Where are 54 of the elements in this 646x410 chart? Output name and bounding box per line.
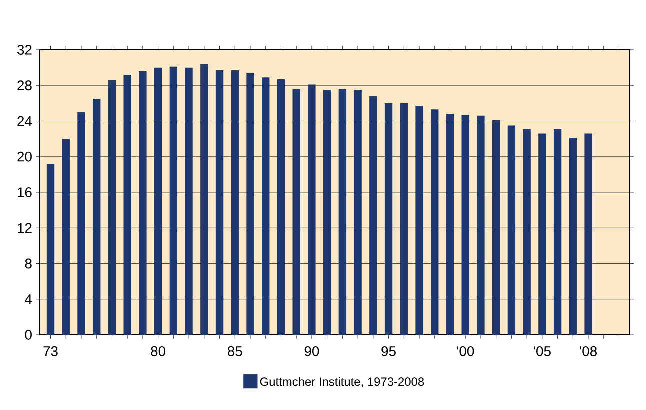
bar (170, 66, 178, 335)
bar (292, 89, 300, 335)
bar (78, 112, 86, 335)
y-tick-label: 16 (18, 188, 32, 198)
bar (431, 110, 439, 335)
bar (308, 84, 316, 335)
bar (154, 68, 162, 335)
x-tick-label: 73 (44, 346, 58, 356)
bar (477, 116, 485, 335)
bar (93, 98, 101, 335)
bar (384, 103, 393, 335)
x-tick-label: 90 (304, 346, 320, 356)
bar (462, 115, 470, 335)
bar (277, 79, 286, 335)
bar (185, 68, 193, 335)
bar (62, 139, 70, 335)
x-tick-label: '00 (457, 346, 474, 356)
bar (46, 164, 55, 335)
bar (538, 134, 546, 335)
bar (124, 74, 132, 335)
bar (416, 106, 424, 335)
bar (554, 129, 562, 335)
x-tick-label: 95 (382, 346, 396, 356)
bar (200, 64, 208, 335)
bar (508, 126, 516, 335)
bar (569, 138, 577, 335)
bar (323, 90, 332, 335)
bar (139, 71, 147, 335)
bar (231, 70, 239, 335)
legend-label: Guttmcher Institute, 1973-2008 (260, 377, 424, 388)
y-tick-label: 24 (18, 116, 32, 126)
y-tick-label: 28 (18, 80, 32, 91)
y-tick-label: 12 (18, 223, 32, 233)
bar (262, 78, 270, 335)
y-tick-label: 32 (18, 45, 32, 55)
bar (400, 103, 408, 335)
y-tick-label: 0 (25, 330, 32, 340)
y-tick-label: 8 (25, 258, 32, 269)
x-tick-label: '08 (580, 346, 598, 356)
bar (108, 80, 116, 335)
x-tick-label: 80 (151, 346, 166, 356)
bar (492, 120, 500, 335)
bar (354, 90, 362, 335)
y-tick-label: 20 (18, 152, 32, 162)
bar (338, 89, 347, 335)
bar (446, 114, 454, 335)
x-tick-label: '05 (534, 346, 551, 356)
x-tick-label: 85 (228, 346, 242, 356)
bar (523, 129, 531, 335)
y-tick-label: 4 (25, 294, 32, 304)
bar (370, 96, 378, 335)
bar (246, 73, 254, 335)
bar (584, 134, 592, 335)
bar (216, 70, 224, 335)
